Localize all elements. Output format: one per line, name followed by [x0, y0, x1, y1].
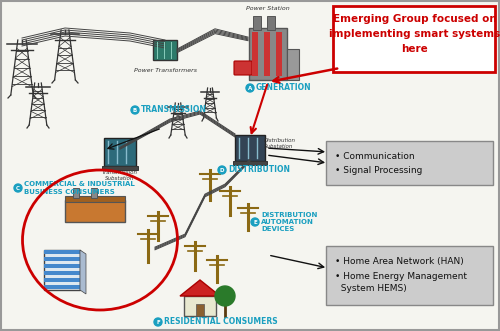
- Text: Emerging Group focused on
implementing smart systems
here: Emerging Group focused on implementing s…: [330, 14, 500, 54]
- Text: Power Transformers: Power Transformers: [134, 68, 196, 73]
- FancyBboxPatch shape: [44, 271, 80, 275]
- FancyBboxPatch shape: [267, 16, 275, 30]
- FancyBboxPatch shape: [91, 188, 97, 198]
- FancyBboxPatch shape: [153, 40, 177, 60]
- Text: DISTRIBUTION: DISTRIBUTION: [228, 166, 290, 174]
- FancyBboxPatch shape: [196, 304, 204, 316]
- FancyBboxPatch shape: [65, 200, 125, 222]
- FancyBboxPatch shape: [235, 135, 265, 161]
- Circle shape: [131, 106, 139, 114]
- FancyBboxPatch shape: [253, 16, 261, 30]
- Text: B: B: [133, 108, 137, 113]
- FancyBboxPatch shape: [333, 6, 495, 72]
- Circle shape: [251, 218, 259, 226]
- Circle shape: [246, 84, 254, 92]
- Text: TRANSMISSION: TRANSMISSION: [141, 106, 207, 115]
- Text: Distribution
Substation: Distribution Substation: [264, 138, 296, 149]
- FancyBboxPatch shape: [326, 246, 493, 305]
- FancyBboxPatch shape: [44, 278, 80, 282]
- FancyBboxPatch shape: [73, 188, 79, 198]
- Text: RESIDENTIAL CONSUMERS: RESIDENTIAL CONSUMERS: [164, 317, 278, 326]
- FancyBboxPatch shape: [44, 250, 80, 290]
- FancyBboxPatch shape: [264, 32, 270, 76]
- Polygon shape: [180, 280, 220, 296]
- Text: Transmission
Substation: Transmission Substation: [102, 170, 138, 181]
- Polygon shape: [80, 250, 86, 294]
- FancyBboxPatch shape: [184, 296, 216, 316]
- FancyBboxPatch shape: [44, 264, 80, 268]
- Text: GENERATION: GENERATION: [256, 83, 312, 92]
- Text: • Signal Processing: • Signal Processing: [335, 166, 422, 175]
- FancyBboxPatch shape: [252, 32, 258, 76]
- FancyBboxPatch shape: [234, 61, 252, 75]
- Text: E: E: [253, 219, 257, 224]
- Text: • Communication: • Communication: [335, 152, 414, 161]
- FancyBboxPatch shape: [287, 49, 299, 80]
- FancyBboxPatch shape: [102, 166, 138, 170]
- Circle shape: [14, 184, 22, 192]
- FancyBboxPatch shape: [104, 138, 136, 166]
- Text: COMMERCIAL & INDUSTRIAL
BUSINESS CONSUMERS: COMMERCIAL & INDUSTRIAL BUSINESS CONSUME…: [24, 181, 135, 195]
- Circle shape: [218, 166, 226, 174]
- FancyBboxPatch shape: [44, 250, 80, 254]
- Text: D: D: [220, 167, 224, 172]
- Text: • Home Area Network (HAN): • Home Area Network (HAN): [335, 257, 464, 266]
- Text: Power Station: Power Station: [246, 6, 290, 11]
- FancyBboxPatch shape: [326, 141, 493, 185]
- FancyBboxPatch shape: [276, 32, 282, 76]
- FancyBboxPatch shape: [233, 161, 267, 165]
- Circle shape: [154, 318, 162, 326]
- Circle shape: [215, 286, 235, 306]
- Text: F: F: [156, 319, 160, 324]
- FancyBboxPatch shape: [249, 28, 287, 80]
- FancyBboxPatch shape: [65, 196, 125, 202]
- Text: DISTRIBUTION
AUTOMATION
DEVICES: DISTRIBUTION AUTOMATION DEVICES: [261, 212, 318, 232]
- Text: A: A: [248, 85, 252, 90]
- FancyBboxPatch shape: [44, 257, 80, 261]
- FancyBboxPatch shape: [44, 285, 80, 289]
- Text: • Home Energy Management
  System HEMS): • Home Energy Management System HEMS): [335, 272, 467, 293]
- Text: C: C: [16, 185, 20, 191]
